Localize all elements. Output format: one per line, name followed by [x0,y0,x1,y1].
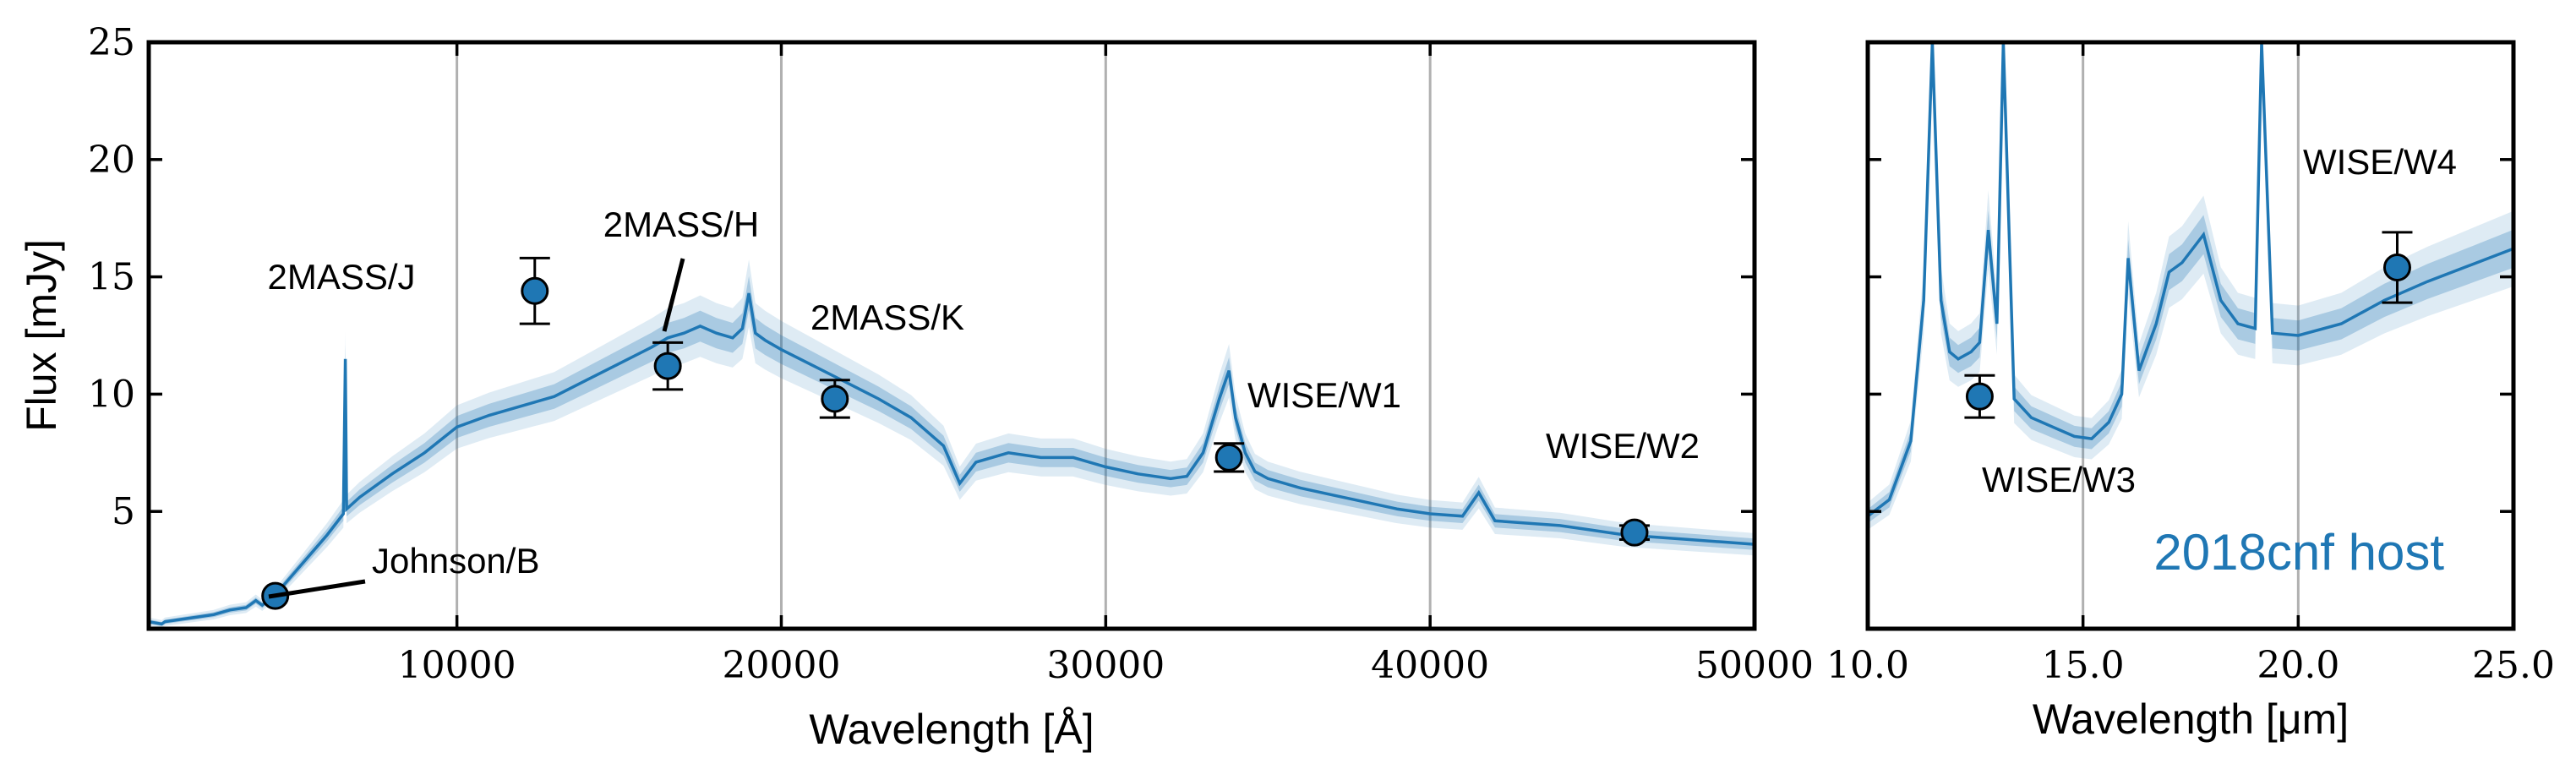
right-model-series [1866,41,2514,518]
left-filter-label: 2MASS/H [603,205,759,244]
host-name-label: 2018cnf host [2153,524,2444,581]
right-x-tick-label: 10.0 [1826,644,1909,687]
left-filter-label: 2MASS/K [810,297,964,337]
left-photometry-point [821,385,849,413]
left-y-tick-label: 25 [88,21,135,64]
right-x-axis-label: Wavelength [μm] [2033,695,2349,743]
left-y-tick-label: 20 [88,139,135,182]
right-photometry [1964,231,2413,419]
left-plot-frame [146,40,1757,631]
left-filter-label: Johnson/B [372,541,539,581]
left-y-tick-label: 5 [112,490,135,533]
left-ticks: 10000 20000 30000 40000 50000 5 10 15 20 25 [88,21,1814,687]
left-grid [456,42,1432,629]
right-photometry-point [1965,382,1994,411]
left-x-tick-label: 20000 [722,644,840,687]
left-label-leader [268,579,366,599]
left-model-series [148,292,1755,626]
right-band-outer-area [1868,42,2513,530]
right-model-band-outer [1868,42,2513,530]
left-y-tick-label: 10 [88,373,135,416]
left-filter-label: WISE/W1 [1247,375,1401,415]
left-model-line [148,292,1755,626]
left-photometry [261,256,1650,610]
right-x-tick-label: 15.0 [2042,644,2125,687]
right-ticks: 10.0 15.0 20.0 25.0 [1826,41,2555,687]
left-y-tick-label: 15 [88,256,135,299]
left-x-tick-label: 40000 [1371,644,1489,687]
right-panel: WISE/W3 WISE/W4 10.0 15.0 20.0 25.0 Waveleng… [1826,40,2555,743]
left-label-leader [662,258,685,332]
left-photometry-point [653,352,682,380]
left-panel: Johnson/B 2MASS/J 2MASS/H 2MASS/K WISE/W1 WIS… [18,21,1814,753]
right-filter-label: WISE/W4 [2303,142,2457,182]
right-photometry-point [2382,253,2411,281]
left-x-tick-label: 10000 [398,644,516,687]
left-band-outer-area [149,259,1755,629]
left-x-tick-label: 50000 [1695,644,1814,687]
right-model-line [1866,41,2514,518]
left-photometry-point [1214,443,1243,472]
left-y-axis-label: Flux [mJy] [18,239,65,432]
left-model-band-outer [149,259,1755,629]
left-annotations: Johnson/B 2MASS/J 2MASS/H 2MASS/K WISE/W1 WIS… [267,205,1700,599]
right-filter-label: WISE/W3 [1982,460,2136,499]
left-photometry-point [1620,518,1649,547]
right-annotations: WISE/W3 WISE/W4 [1982,142,2457,499]
left-filter-label: 2MASS/J [267,257,415,297]
left-filter-label: WISE/W2 [1546,426,1700,466]
left-x-tick-label: 30000 [1046,644,1165,687]
left-photometry-point [521,276,549,305]
left-x-axis-label: Wavelength [Å] [809,706,1094,753]
right-x-tick-label: 25.0 [2472,644,2555,687]
right-plot-frame [1865,40,2516,631]
right-x-tick-label: 20.0 [2257,644,2339,687]
